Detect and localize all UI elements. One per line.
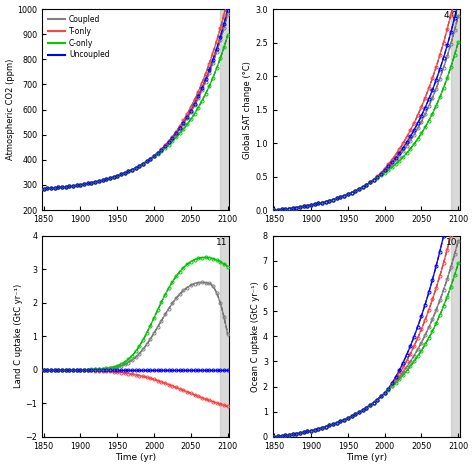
- Bar: [220, 9, 235, 210]
- Y-axis label: Global SAT change (°C): Global SAT change (°C): [244, 61, 252, 159]
- Y-axis label: Ocean C uptake (GtC yr⁻¹): Ocean C uptake (GtC yr⁻¹): [251, 281, 260, 392]
- Text: 10: 10: [447, 238, 458, 247]
- Y-axis label: Land C uptake (GtC yr⁻¹): Land C uptake (GtC yr⁻¹): [14, 284, 23, 388]
- Y-axis label: Atmospheric CO2 (ppm): Atmospheric CO2 (ppm): [6, 59, 15, 160]
- Text: 4.0: 4.0: [444, 11, 458, 20]
- Bar: [220, 236, 235, 437]
- Bar: [451, 9, 465, 210]
- X-axis label: Time (yr): Time (yr): [346, 453, 387, 462]
- Text: 11: 11: [216, 238, 227, 247]
- Bar: [451, 236, 465, 437]
- Legend: Coupled, T-only, C-only, Uncoupled: Coupled, T-only, C-only, Uncoupled: [46, 13, 112, 61]
- X-axis label: Time (yr): Time (yr): [115, 453, 156, 462]
